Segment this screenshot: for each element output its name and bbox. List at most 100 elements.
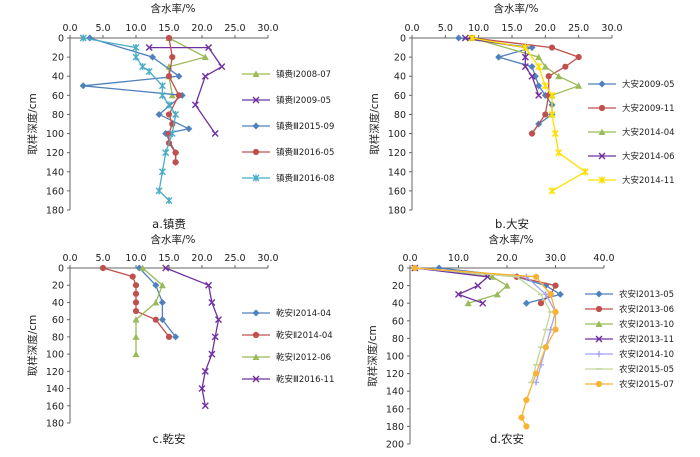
data-point [464, 299, 472, 307]
data-point [139, 63, 147, 71]
data-point [533, 370, 540, 377]
data-point [165, 34, 173, 42]
data-point [523, 396, 530, 404]
legend-entry: 大安2014-06 [588, 151, 675, 162]
x-tick-label: 30.0 [257, 23, 278, 34]
legend-marker [595, 290, 603, 298]
y-tick-label: 60 [394, 91, 406, 102]
legend-entry: 农安Ⅰ2013-11 [585, 334, 674, 345]
data-point [132, 307, 140, 315]
legend-entry: 乾安Ⅰ2014-04 [242, 308, 331, 319]
data-point [581, 168, 589, 176]
data-point [488, 273, 496, 280]
y-tick-label: 0 [58, 34, 64, 45]
data-point [455, 34, 463, 42]
data-point [158, 281, 166, 289]
data-point [552, 326, 559, 333]
data-point [185, 125, 193, 133]
data-point [201, 72, 209, 80]
data-point [132, 290, 140, 297]
legend-label: 大安2009-11 [622, 103, 675, 114]
y-tick-label: 100 [388, 129, 406, 140]
data-point [461, 34, 469, 42]
data-point [537, 300, 545, 307]
data-point [523, 423, 530, 430]
data-point [211, 333, 219, 341]
data-point [158, 91, 166, 99]
legend-entry: 大安2014-11 [588, 175, 675, 186]
legend-marker [596, 351, 602, 357]
legend-label: 农安Ⅰ2013-06 [619, 304, 674, 315]
data-point [547, 291, 554, 298]
y-tick-label: 0 [58, 264, 64, 275]
legend-marker [252, 70, 260, 77]
y-tick-label: 0 [400, 34, 406, 45]
data-point [172, 333, 180, 341]
y-tick-label: 140 [386, 387, 404, 398]
y-tick-label: 140 [46, 167, 64, 178]
data-point [155, 187, 163, 195]
x-tick-label: 10.0 [448, 253, 469, 264]
legend-marker [595, 305, 603, 313]
legend-entry: 农安Ⅰ2013-06 [585, 304, 674, 315]
data-point [86, 34, 94, 42]
data-point [552, 282, 559, 289]
data-point [79, 34, 87, 42]
data-point [541, 82, 549, 90]
y-tick-label: 180 [46, 206, 64, 217]
legend-marker [595, 380, 603, 388]
data-point [79, 82, 87, 90]
series-line [168, 37, 180, 163]
legend-label: 大安2009-05 [622, 79, 675, 90]
x-tick-label: 0.0 [404, 23, 419, 34]
data-point [548, 44, 556, 51]
data-point [528, 130, 536, 137]
x-tick-label: 25.0 [224, 253, 245, 264]
data-point [158, 82, 166, 90]
y-tick-label: 120 [386, 369, 404, 380]
y-tick-label: 160 [46, 186, 64, 197]
x-tick-label: 10.0 [125, 23, 146, 34]
legend-label: 农安Ⅰ2015-05 [619, 364, 674, 375]
x-tick-label: 15.0 [501, 23, 522, 34]
data-point [158, 298, 166, 306]
x-tick-label: 15.0 [158, 253, 179, 264]
y-tick-label: 180 [386, 422, 404, 433]
legend-marker [252, 96, 260, 104]
legend-label: 镇赉Ⅰ2008-07 [276, 69, 331, 80]
data-point [575, 82, 583, 89]
data-point [468, 34, 476, 42]
x-tick-label: 40.0 [593, 253, 614, 264]
data-point [158, 316, 166, 324]
legend-label: 镇赉Ⅰ2009-05 [276, 95, 331, 106]
legend-label: 乾安Ⅰ2014-04 [276, 308, 331, 319]
y-axis-label: 取样深度/cm [366, 325, 379, 387]
x-axis-label: 含水率/% [493, 2, 538, 15]
legend-label: 镇赉Ⅲ2015-09 [276, 121, 334, 132]
chart-panel-4: 0.0 10.0 20.0 30.0 40.0 0 20 40 60 80 100 120 140 160… [366, 233, 674, 451]
legend-marker [252, 353, 260, 360]
y-tick-label: 0 [398, 264, 404, 275]
data-point [208, 350, 216, 358]
x-tick-label: 15.0 [158, 23, 179, 34]
series-6 [411, 267, 554, 384]
x-tick-label: 30.0 [545, 253, 566, 264]
legend-entry: 镇赉Ⅰ2008-07 [242, 69, 331, 80]
y-tick-label: 140 [388, 167, 406, 178]
legend-marker [252, 148, 260, 156]
data-point [542, 111, 549, 118]
data-point [168, 130, 176, 138]
data-point [152, 281, 160, 289]
series-2 [99, 264, 173, 340]
data-point [522, 299, 530, 307]
data-point [545, 73, 552, 80]
chart-panel-1: 0.0 5.0 10.0 15.0 20.0 25.0 30.0 0 20 40 60 80 100 12… [26, 2, 334, 231]
legend-label: 大安2014-04 [622, 127, 675, 138]
data-point [493, 290, 501, 298]
data-point [201, 402, 209, 410]
data-point [455, 290, 462, 298]
legend-marker [598, 152, 606, 160]
legend-marker [595, 335, 603, 343]
series-4 [411, 264, 492, 307]
